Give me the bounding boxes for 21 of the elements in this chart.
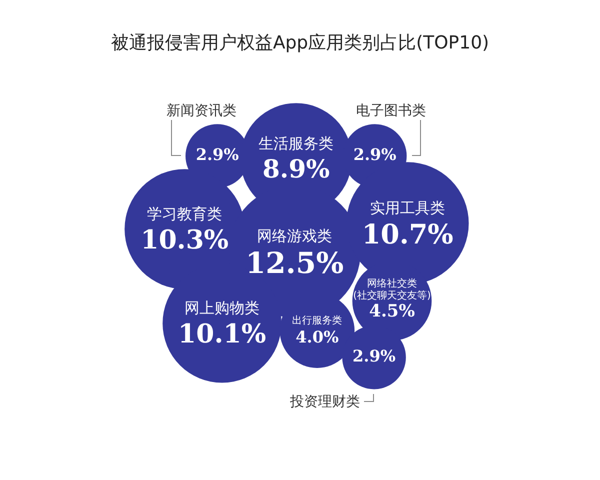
category-label: 实用工具类: [370, 198, 446, 217]
data-label: 4.0%: [296, 327, 339, 346]
category-label: 学习教育类: [147, 204, 222, 223]
category-label: 网络社交类(社交聊天交友等): [353, 277, 431, 302]
category-label: 网上购物类: [184, 298, 260, 317]
category-label: 电子图书类: [356, 102, 426, 119]
category-label: 出行服务类: [292, 314, 342, 327]
data-label: 12.5%: [245, 246, 344, 280]
data-label: 10.1%: [178, 320, 266, 350]
data-label: 10.7%: [362, 219, 454, 250]
data-label: 2.9%: [352, 346, 396, 366]
category-label: 新闻资讯类: [166, 102, 236, 119]
category-label: 投资理财类: [289, 394, 360, 410]
text: 被通报侵害用户权益App应用类别占比(TOP10): [110, 32, 490, 54]
category-label: 网络游戏类: [257, 227, 332, 246]
data-label: 2.9%: [353, 145, 396, 164]
category-label: 生活服务类: [258, 134, 334, 152]
data-label: 2.9%: [196, 145, 239, 164]
data-label: 10.3%: [140, 225, 229, 256]
data-label: 8.9%: [262, 154, 330, 184]
data-label: 4.5%: [369, 301, 415, 322]
